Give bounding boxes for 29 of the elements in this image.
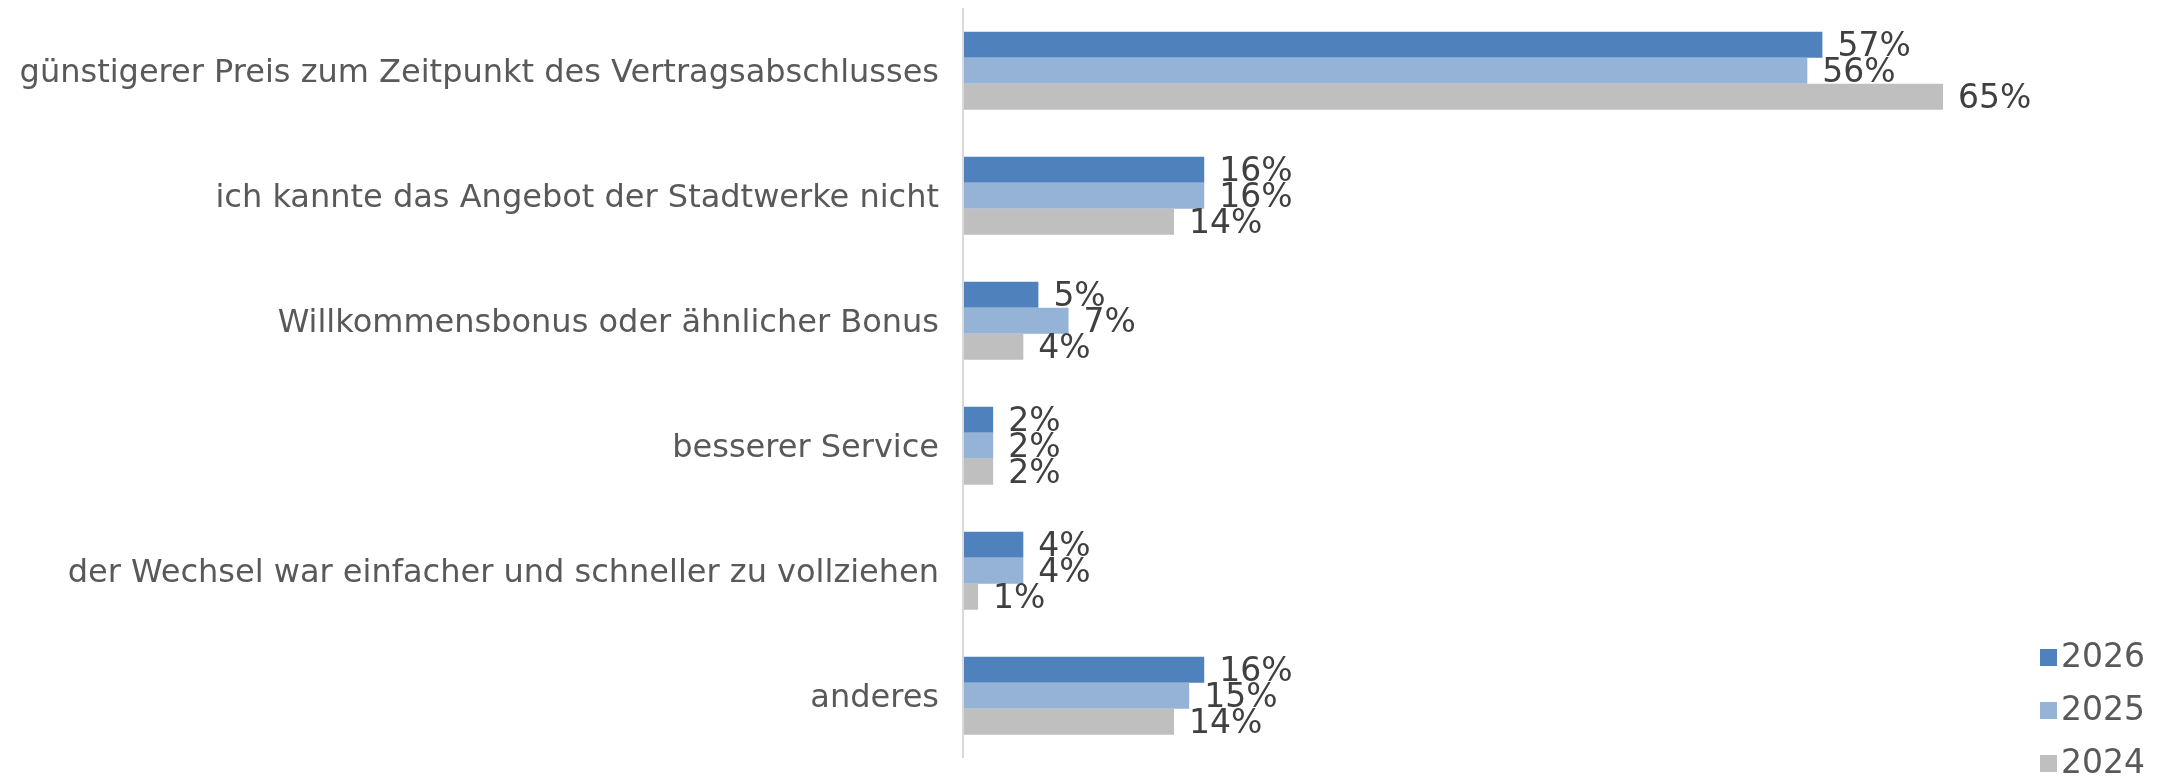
bar (963, 57, 1808, 84)
y-tick-label: ich kannte das Angebot der Stadtwerke nicht (215, 176, 939, 215)
y-tick-label: Willkommensbonus oder ähnlicher Bonus (277, 301, 939, 340)
bar (963, 432, 994, 459)
bar (963, 458, 994, 485)
bar (963, 406, 994, 433)
y-tick-label: besserer Service (672, 426, 939, 465)
bar (963, 208, 1175, 235)
y-tick-label: anderes (810, 676, 939, 715)
bar (963, 708, 1175, 735)
bar (963, 31, 1823, 58)
bar (963, 531, 1024, 558)
legend-label: 2026 (2061, 636, 2145, 675)
bar (963, 583, 979, 610)
bar (963, 557, 1024, 584)
bar (963, 682, 1190, 709)
bar (963, 333, 1024, 360)
data-label: 65% (1958, 77, 2032, 117)
bar (963, 307, 1069, 334)
legend-label: 2024 (2061, 742, 2145, 776)
bar (963, 656, 1205, 683)
bar (963, 182, 1205, 209)
data-label: 1% (993, 577, 1046, 617)
y-tick-label: der Wechsel war einfacher und schneller zu vollziehen (67, 551, 939, 590)
legend-label: 2025 (2061, 689, 2145, 728)
bar (963, 281, 1039, 308)
bar (963, 83, 1944, 110)
y-tick-label: günstigerer Preis zum Zeitpunkt des Vertragsabschlusses (19, 51, 939, 90)
bar (963, 156, 1205, 183)
